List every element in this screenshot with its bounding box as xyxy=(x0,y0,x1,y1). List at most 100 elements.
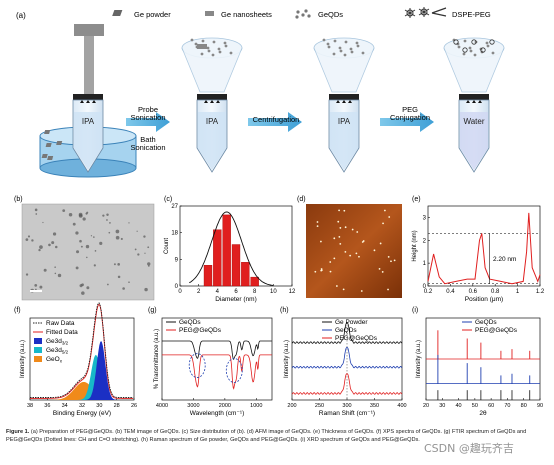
ge-nanosheets-icon xyxy=(205,11,214,16)
funnel-dot xyxy=(344,40,348,44)
x-tick-label: 40 xyxy=(456,403,462,409)
x-axis-label: Binding Energy (eV) xyxy=(53,410,111,417)
funnel-dot xyxy=(361,51,365,55)
funnel-dot xyxy=(338,46,342,50)
afm-particle xyxy=(339,227,342,229)
x-tick-label: 1 xyxy=(516,289,520,295)
afm-particle xyxy=(373,249,376,252)
tem-particle xyxy=(120,237,123,241)
y-axis-label: % Transmittance (a.u.) xyxy=(154,329,160,389)
x-axis-label: Raman Shift (cm⁻¹) xyxy=(319,410,375,417)
tem-particle xyxy=(51,241,55,245)
tem-particle xyxy=(144,287,148,292)
tem-particle xyxy=(79,284,83,288)
tube-liquid xyxy=(460,112,488,170)
geox-area xyxy=(30,382,134,400)
legend-swatch xyxy=(34,356,42,362)
legend-label: Ge3d5/2 xyxy=(46,347,69,355)
legend-a: Ge powder Ge nanosheets GeQDs DSPE-PEG xyxy=(112,7,491,19)
y-axis-label: Intensity (a.u.) xyxy=(284,340,290,378)
chart-e: 0.2 0.4 0.6 0.8 1 1.2 Position (μm) Height (nm)… xyxy=(412,205,545,303)
step-probe-2: Sonication xyxy=(130,113,165,122)
afm-particle xyxy=(329,270,332,273)
legend-label: Ge Powder xyxy=(335,319,368,326)
x-axis-label: Diameter (nm) xyxy=(215,296,257,303)
tem-particle xyxy=(106,219,108,221)
tem-particle xyxy=(25,238,29,242)
tem-particles xyxy=(25,208,151,295)
tube-powder xyxy=(47,156,54,160)
funnel-dot xyxy=(190,38,194,42)
tem-particle xyxy=(106,213,109,216)
x-tick-label: 34 xyxy=(62,403,68,409)
legend-label: GeQDs xyxy=(475,319,497,326)
tube-funnel xyxy=(181,47,243,93)
tube-marker xyxy=(210,100,214,103)
tem-particle xyxy=(128,222,130,224)
x-tick-label: 250 xyxy=(315,403,324,409)
tube-3: IPA xyxy=(313,37,375,173)
caption-fig-label: Figure 1. xyxy=(6,429,30,435)
y-tick-label: 0 xyxy=(175,284,179,290)
x-axis-label: Wavelength (cm⁻¹) xyxy=(190,410,244,417)
tube-cap xyxy=(73,94,103,100)
tem-particle xyxy=(128,281,130,283)
tem-particle xyxy=(78,212,83,217)
y-tick-label: 9 xyxy=(175,257,179,263)
tube-2: IPA xyxy=(181,37,243,173)
tem-particle xyxy=(34,208,38,212)
tem-particle xyxy=(27,235,31,238)
panel-label-d: (d) xyxy=(297,196,306,203)
legend-swatch xyxy=(34,338,42,344)
funnel-dot xyxy=(486,44,490,48)
tem-particle xyxy=(86,256,88,259)
tem-particle xyxy=(86,286,90,290)
bar xyxy=(241,262,250,287)
step-arrows xyxy=(126,112,434,132)
tem-particle xyxy=(93,236,95,238)
x-tick-label: 1000 xyxy=(250,403,262,409)
tem-particle xyxy=(113,263,116,266)
afm-particle xyxy=(339,242,342,245)
tube-marker xyxy=(80,100,84,103)
funnel-dot xyxy=(229,51,233,55)
chart-i: 20 30 40 50 60 70 80 90 2θ Intensity (a.u.) GeQDsP… xyxy=(416,317,543,417)
y-tick-label: 2 xyxy=(423,238,427,244)
tube-liquid xyxy=(74,112,102,170)
tem-particle xyxy=(137,253,140,256)
funnel-dot xyxy=(339,49,343,53)
tube-label: IPA xyxy=(338,117,351,126)
legend-label: PEG@GeQDs xyxy=(179,327,222,334)
funnel-dot xyxy=(207,49,211,53)
x-tick-label: 1.2 xyxy=(536,289,545,295)
tube-marker xyxy=(86,100,90,103)
fitted-line xyxy=(30,303,134,399)
x-tick-label: 4 xyxy=(216,289,220,295)
afm-particle xyxy=(337,220,340,223)
funnel-dot xyxy=(206,46,210,50)
y-tick-label: 18 xyxy=(171,231,178,237)
tem-particle xyxy=(42,221,44,224)
tem-particle xyxy=(85,212,88,215)
funnel-peg xyxy=(480,47,486,53)
funnel-dot xyxy=(355,41,359,45)
funnel-dot xyxy=(452,38,456,42)
tem-particle xyxy=(68,213,73,217)
funnel-peg xyxy=(453,39,459,45)
tem-particle xyxy=(38,248,41,252)
tem-particle xyxy=(31,239,34,242)
x-tick-label: 20 xyxy=(423,403,429,409)
afm-particle xyxy=(338,209,340,212)
afm-particle xyxy=(355,252,358,255)
tem-particle xyxy=(54,245,58,249)
legend-label: Raw Data xyxy=(46,320,75,327)
dotted-co xyxy=(225,358,243,383)
x-tick-label: 50 xyxy=(472,403,478,409)
x-tick-label: 90 xyxy=(537,403,543,409)
height-profile xyxy=(427,212,541,285)
x-tick-label: 38 xyxy=(27,403,33,409)
tube-marker xyxy=(466,100,470,103)
tube-marker xyxy=(348,100,352,103)
funnel-peg xyxy=(462,47,468,53)
